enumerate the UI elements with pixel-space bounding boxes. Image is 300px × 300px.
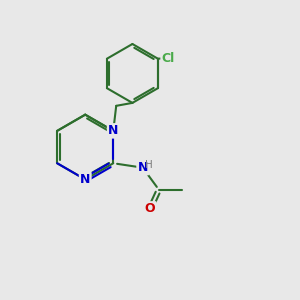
Text: O: O: [145, 202, 155, 215]
Text: H: H: [145, 160, 153, 170]
Text: N: N: [137, 161, 148, 174]
Text: N: N: [108, 124, 119, 137]
Text: Cl: Cl: [162, 52, 175, 64]
Text: N: N: [80, 173, 90, 186]
